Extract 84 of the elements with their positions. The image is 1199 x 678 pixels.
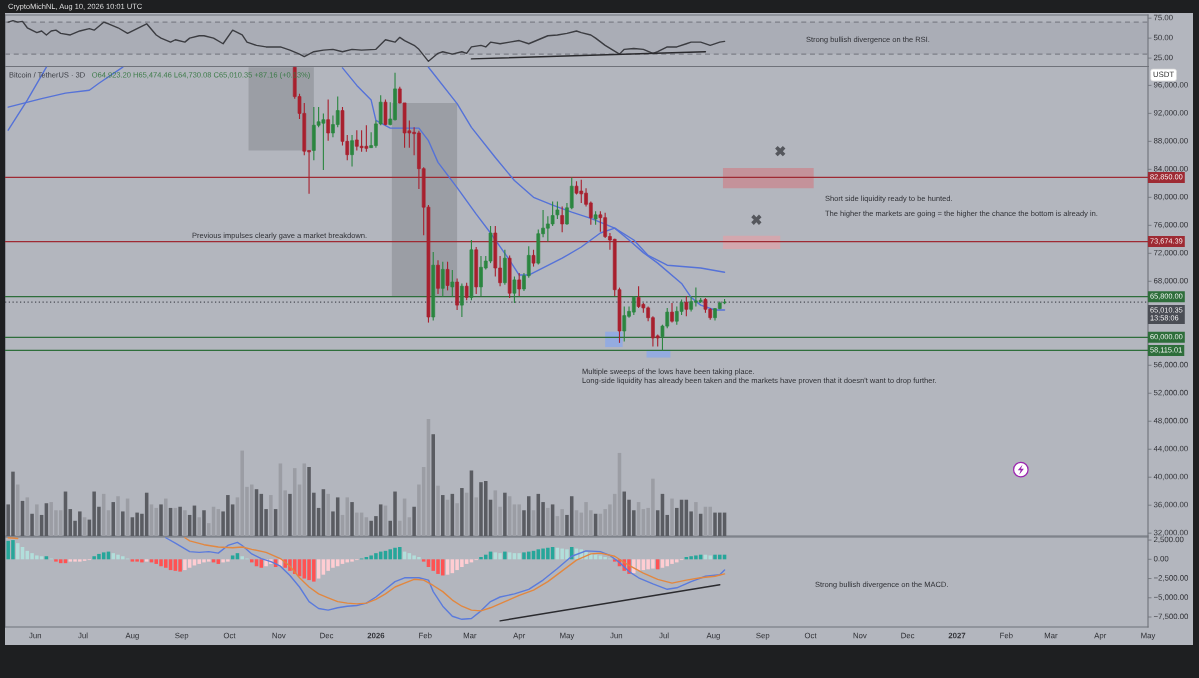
candlestick <box>440 261 445 298</box>
bar <box>326 493 330 536</box>
bar <box>388 549 393 560</box>
bar <box>187 559 192 568</box>
bar <box>436 485 440 536</box>
bar <box>54 559 58 562</box>
bar <box>345 559 350 563</box>
candlestick <box>622 305 627 343</box>
bar <box>546 507 550 536</box>
bar <box>498 553 502 560</box>
bar <box>503 492 507 536</box>
bar <box>249 484 254 536</box>
bar <box>665 559 670 567</box>
bar <box>441 495 445 536</box>
candlestick <box>445 261 450 291</box>
bar <box>431 434 435 536</box>
candlestick <box>359 129 364 153</box>
bar <box>526 496 531 536</box>
bar <box>526 551 531 560</box>
bar <box>670 498 674 536</box>
bar <box>350 502 354 536</box>
candlestick <box>460 282 464 318</box>
bar <box>111 502 116 536</box>
bar <box>249 559 254 563</box>
bar <box>15 543 20 560</box>
candlestick <box>670 302 674 324</box>
bar <box>483 481 488 536</box>
bar <box>111 553 116 560</box>
bar <box>517 553 521 560</box>
bar <box>144 559 149 562</box>
bar <box>708 506 712 536</box>
candlestick <box>450 269 455 298</box>
bar <box>35 504 39 536</box>
bar <box>30 513 34 536</box>
bar <box>121 511 125 536</box>
bar <box>345 497 350 536</box>
bar <box>202 510 206 536</box>
bar <box>503 551 507 560</box>
line-series <box>7 19 726 63</box>
bar <box>603 557 607 560</box>
bar <box>660 559 665 568</box>
bar <box>178 559 182 572</box>
bar <box>464 559 469 564</box>
bar <box>15 484 20 536</box>
candlestick <box>631 295 636 316</box>
candlestick <box>455 277 459 311</box>
bar <box>130 559 135 562</box>
bar <box>694 502 698 536</box>
bar <box>412 506 416 536</box>
candlestick <box>326 98 330 142</box>
bar <box>240 556 244 560</box>
candlestick <box>560 205 564 233</box>
bar <box>154 507 158 536</box>
candlestick <box>350 134 354 168</box>
candlestick <box>517 272 522 297</box>
candlestick <box>512 275 517 304</box>
bar <box>68 559 73 562</box>
bar <box>116 496 120 536</box>
bar <box>355 512 359 536</box>
bar <box>421 559 426 562</box>
bar <box>183 559 187 571</box>
candlestick <box>550 200 555 227</box>
candlestick <box>636 285 641 309</box>
candlestick <box>383 98 388 126</box>
candlestick <box>684 295 689 317</box>
bar <box>340 559 345 564</box>
bar <box>159 504 163 536</box>
bar <box>622 491 627 536</box>
bar <box>483 554 488 560</box>
bar <box>560 509 564 536</box>
bar <box>460 488 464 536</box>
bar <box>288 493 292 536</box>
bar <box>197 517 201 536</box>
bar <box>708 555 712 560</box>
bar <box>269 495 273 536</box>
bar <box>164 498 168 536</box>
bar <box>455 503 459 536</box>
candlestick <box>598 210 603 233</box>
bar <box>517 504 521 536</box>
bar <box>474 497 478 536</box>
bar <box>216 559 221 564</box>
candlestick <box>436 259 440 295</box>
bar <box>183 510 187 536</box>
bar <box>178 506 182 536</box>
